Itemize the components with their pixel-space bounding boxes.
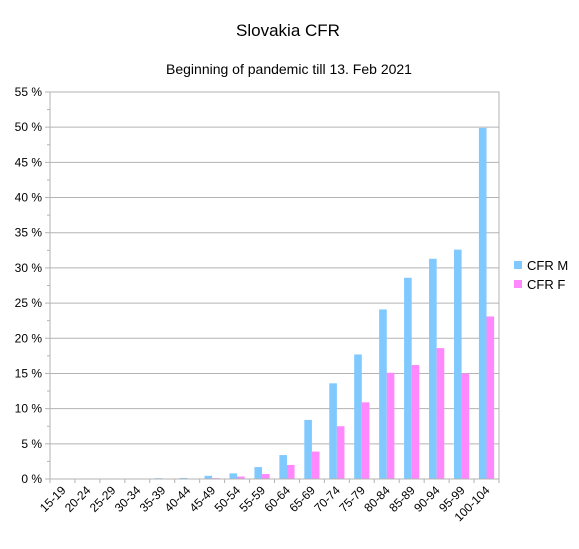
y-tick-label: 25 % — [15, 296, 43, 310]
legend-label: CFR M — [527, 258, 568, 273]
bar-cfr-m-100-104 — [478, 127, 487, 480]
y-tick-label: 20 % — [15, 331, 43, 345]
plot-frame — [49, 91, 500, 480]
bar-cfr-m-75-79 — [354, 354, 362, 479]
x-tick-label: 25-29 — [87, 483, 119, 515]
bar-cfr-m-60-64 — [279, 455, 287, 479]
x-tick-label: 45-49 — [187, 483, 219, 515]
y-tick-label: 0 % — [21, 472, 42, 486]
bar-cfr-f-75-79 — [361, 402, 370, 479]
bar-cfr-f-65-69 — [311, 451, 320, 479]
y-tick-label: 50 % — [15, 120, 43, 134]
y-tick-label: 30 % — [15, 261, 43, 275]
x-tick-labels: 15-1920-2425-2930-3435-3940-4445-4950-54… — [37, 483, 493, 524]
x-tick-label: 60-64 — [261, 483, 293, 515]
y-tick-label: 35 % — [15, 226, 43, 240]
x-tick-label: 15-19 — [37, 483, 69, 515]
y-tick-label: 15 % — [15, 366, 43, 380]
bar-cfr-m-65-69 — [304, 419, 312, 479]
legend-swatch — [514, 261, 522, 269]
x-tick-label: 65-69 — [286, 483, 318, 515]
bar-cfr-m-40-44 — [179, 477, 188, 479]
bar-cfr-f-60-64 — [286, 464, 295, 479]
bar-cfr-m-95-99 — [453, 249, 462, 479]
x-tick-label: 35-39 — [137, 483, 169, 515]
chart-title: Slovakia CFR — [236, 21, 340, 40]
x-tick-label: 80-84 — [361, 483, 393, 515]
x-tick-label: 30-34 — [112, 483, 144, 515]
x-tick-label: 50-54 — [212, 483, 244, 515]
x-tick-label: 85-89 — [386, 483, 418, 515]
bar-cfr-f-90-94 — [436, 348, 445, 479]
legend-swatch — [514, 280, 522, 288]
bar-cfr-m-90-94 — [429, 258, 437, 479]
y-tick-label: 40 % — [15, 191, 43, 205]
x-tick-label: 55-59 — [237, 483, 269, 515]
bar-cfr-f-55-59 — [262, 474, 270, 479]
y-tick-labels: 0 % 5 % 10 % 15 % 20 % 25 % 30 % 35 % 40 % 45 % 50… — [15, 85, 43, 486]
bar-cfr-m-85-89 — [404, 277, 412, 479]
legend-label: CFR F — [527, 277, 565, 292]
bar-cfr-f-85-89 — [411, 365, 420, 479]
bar-cfr-m-50-54 — [229, 473, 238, 479]
x-tick-label: 75-79 — [336, 483, 368, 515]
y-tick-label: 5 % — [21, 437, 42, 451]
bar-cfr-m-80-84 — [379, 309, 387, 479]
x-tick-label: 90-94 — [411, 483, 443, 515]
legend: CFR M CFR F — [514, 258, 568, 292]
bar-cfr-f-80-84 — [386, 372, 395, 479]
y-tick-label: 55 % — [15, 85, 43, 99]
bar-cfr-m-70-74 — [329, 383, 337, 479]
x-tick-label: 70-74 — [311, 483, 343, 515]
bar-cfr-f-95-99 — [461, 373, 470, 479]
bar-cfr-f-100-104 — [486, 316, 495, 479]
x-tick-label: 40-44 — [162, 483, 194, 515]
bar-cfr-m-45-49 — [204, 475, 213, 479]
y-tick-label: 10 % — [15, 402, 43, 416]
bar-cfr-m-55-59 — [254, 467, 263, 479]
y-tick-label: 45 % — [15, 155, 43, 169]
bar-cfr-f-70-74 — [336, 426, 345, 479]
axes — [45, 91, 500, 483]
chart-subtitle: Beginning of pandemic till 13. Feb 2021 — [166, 61, 412, 77]
bar-cfr-f-50-54 — [237, 476, 245, 479]
x-tick-label: 20-24 — [62, 483, 94, 515]
